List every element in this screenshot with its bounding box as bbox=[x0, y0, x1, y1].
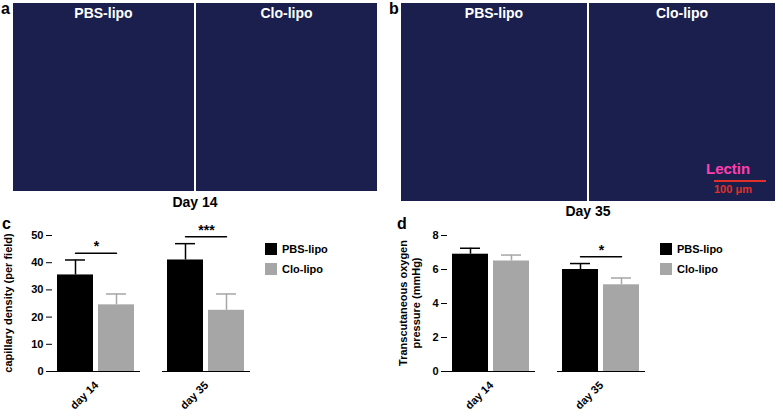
svg-text:*: * bbox=[94, 238, 100, 254]
svg-text:40: 40 bbox=[31, 256, 43, 268]
svg-text:8: 8 bbox=[432, 229, 438, 241]
svg-text:day 35: day 35 bbox=[573, 379, 606, 412]
html-text:Lectin: Lectin bbox=[706, 160, 751, 177]
html-text:PBS-lipo: PBS-lipo bbox=[282, 243, 328, 255]
svg-text:0: 0 bbox=[37, 365, 43, 377]
svg-text:0: 0 bbox=[432, 365, 438, 377]
html-text:d: d bbox=[397, 215, 407, 232]
html-text:Clo-lipo: Clo-lipo bbox=[282, 263, 323, 275]
html-text:PBS-lipo: PBS-lipo bbox=[74, 5, 133, 21]
svg-text:***: *** bbox=[198, 222, 215, 238]
html-text:PBS-lipo: PBS-lipo bbox=[464, 5, 524, 21]
svg-text:30: 30 bbox=[31, 283, 43, 295]
html-text:Clo-lipo: Clo-lipo bbox=[260, 5, 313, 21]
svg-text:2: 2 bbox=[432, 331, 438, 343]
html-text:a: a bbox=[1, 0, 10, 17]
html-text:Clo-lipo: Clo-lipo bbox=[677, 263, 718, 275]
html-text:c: c bbox=[2, 215, 11, 232]
svg-text:20: 20 bbox=[31, 311, 43, 323]
html-text:Day 35: Day 35 bbox=[565, 203, 611, 219]
html-text:Transcutaneous oxygen pressure: Transcutaneous oxygen pressure (mmHg) bbox=[397, 240, 422, 366]
html-text:Day 14: Day 14 bbox=[172, 194, 218, 210]
svg-text:day 35: day 35 bbox=[178, 379, 211, 412]
html-text:PBS-lipo: PBS-lipo bbox=[677, 243, 723, 255]
svg-text:day 14: day 14 bbox=[463, 378, 496, 411]
svg-text:50: 50 bbox=[31, 229, 43, 241]
html-text:Clo-lipo: Clo-lipo bbox=[655, 5, 708, 21]
svg-text:10: 10 bbox=[31, 338, 43, 350]
svg-text:*: * bbox=[599, 242, 605, 258]
html-text:b: b bbox=[389, 0, 399, 17]
svg-text:6: 6 bbox=[432, 263, 438, 275]
svg-text:day 14: day 14 bbox=[68, 378, 101, 411]
html-text:100 μm: 100 μm bbox=[714, 183, 752, 195]
svg-text:4: 4 bbox=[432, 297, 439, 309]
html-text:capillary density (per field): capillary density (per field) bbox=[2, 233, 14, 373]
